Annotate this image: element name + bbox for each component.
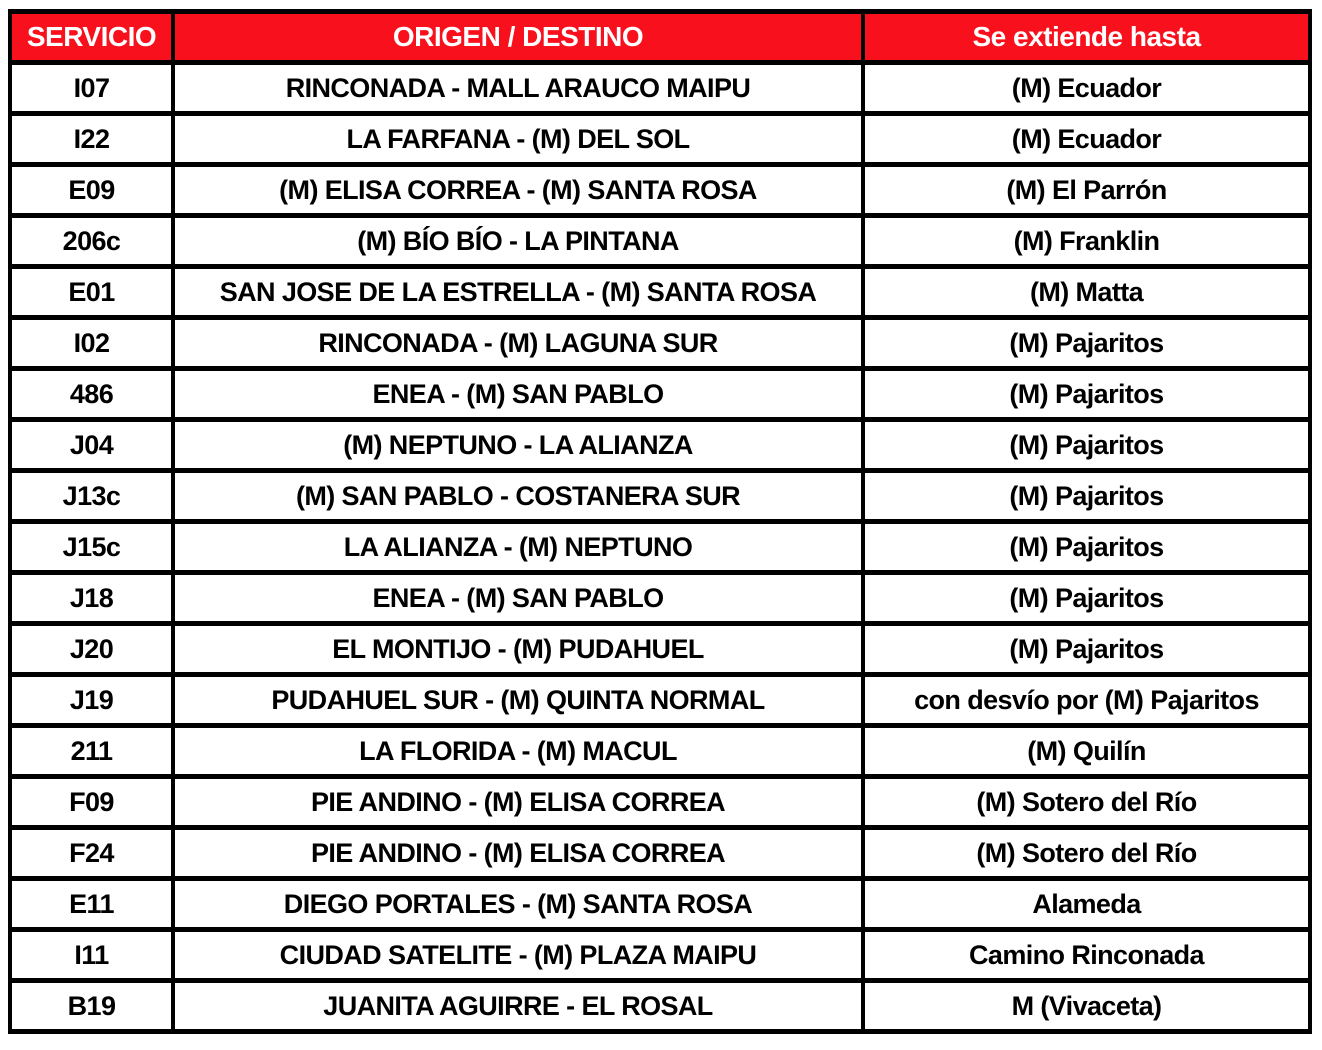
table-row: J15c LA ALIANZA - (M) NEPTUNO (M) Pajarito… <box>8 519 1312 575</box>
table-row: I02 RINCONADA - (M) LAGUNA SUR (M) Pajarit… <box>8 315 1312 371</box>
table-row: E01 SAN JOSE DE LA ESTRELLA - (M) SANTA R… <box>8 264 1312 320</box>
cell-servicio: E11 <box>8 876 175 932</box>
cell-servicio: 486 <box>8 366 175 422</box>
cell-servicio: I07 <box>8 60 175 116</box>
table-row: 206c (M) BÍO BÍO - LA PINTANA (M) Franklin <box>8 213 1312 269</box>
cell-se-extiende-hasta: (M) Ecuador <box>861 60 1312 116</box>
cell-origen-destino: (M) SAN PABLO - COSTANERA SUR <box>171 468 865 524</box>
table-row: J04 (M) NEPTUNO - LA ALIANZA (M) Pajaritos <box>8 417 1312 473</box>
table-row: B19 JUANITA AGUIRRE - EL ROSAL M (Vivaceta… <box>8 978 1312 1034</box>
cell-se-extiende-hasta: (M) Sotero del Río <box>861 825 1312 881</box>
cell-origen-destino: LA ALIANZA - (M) NEPTUNO <box>171 519 865 575</box>
cell-origen-destino: LA FLORIDA - (M) MACUL <box>171 723 865 779</box>
cell-origen-destino: (M) NEPTUNO - LA ALIANZA <box>171 417 865 473</box>
cell-origen-destino: ENEA - (M) SAN PABLO <box>171 570 865 626</box>
table-row: J18 ENEA - (M) SAN PABLO (M) Pajaritos <box>8 570 1312 626</box>
cell-servicio: I02 <box>8 315 175 371</box>
table-row: I07 RINCONADA - MALL ARAUCO MAIPU (M) Ecua… <box>8 60 1312 116</box>
cell-servicio: E09 <box>8 162 175 218</box>
cell-servicio: J19 <box>8 672 175 728</box>
cell-origen-destino: CIUDAD SATELITE - (M) PLAZA MAIPU <box>171 927 865 983</box>
header-cell-se-extiende-hasta: Se extiende hasta <box>861 9 1312 65</box>
cell-servicio: 206c <box>8 213 175 269</box>
cell-se-extiende-hasta: (M) Franklin <box>861 213 1312 269</box>
cell-servicio: J18 <box>8 570 175 626</box>
header-cell-servicio: SERVICIO <box>8 9 175 65</box>
cell-se-extiende-hasta: (M) Pajaritos <box>861 519 1312 575</box>
cell-origen-destino: RINCONADA - MALL ARAUCO MAIPU <box>171 60 865 116</box>
table-row: E11 DIEGO PORTALES - (M) SANTA ROSA Alamed… <box>8 876 1312 932</box>
cell-servicio: I11 <box>8 927 175 983</box>
cell-servicio: J13c <box>8 468 175 524</box>
cell-servicio: J04 <box>8 417 175 473</box>
cell-servicio: E01 <box>8 264 175 320</box>
cell-se-extiende-hasta: (M) El Parrón <box>861 162 1312 218</box>
cell-origen-destino: DIEGO PORTALES - (M) SANTA ROSA <box>171 876 865 932</box>
cell-se-extiende-hasta: (M) Pajaritos <box>861 417 1312 473</box>
cell-se-extiende-hasta: (M) Pajaritos <box>861 366 1312 422</box>
cell-se-extiende-hasta: Alameda <box>861 876 1312 932</box>
table-row: 211 LA FLORIDA - (M) MACUL (M) Quilín <box>8 723 1312 779</box>
cell-se-extiende-hasta: Camino Rinconada <box>861 927 1312 983</box>
cell-se-extiende-hasta: (M) Pajaritos <box>861 621 1312 677</box>
table-row: J20 EL MONTIJO - (M) PUDAHUEL (M) Pajarito… <box>8 621 1312 677</box>
cell-origen-destino: PIE ANDINO - (M) ELISA CORREA <box>171 825 865 881</box>
cell-se-extiende-hasta: (M) Quilín <box>861 723 1312 779</box>
table-row: J19 PUDAHUEL SUR - (M) QUINTA NORMAL con d… <box>8 672 1312 728</box>
cell-origen-destino: PUDAHUEL SUR - (M) QUINTA NORMAL <box>171 672 865 728</box>
table-body: I07 RINCONADA - MALL ARAUCO MAIPU (M) Ecua… <box>8 60 1312 1034</box>
header-cell-origen-destino: ORIGEN / DESTINO <box>171 9 865 65</box>
cell-origen-destino: EL MONTIJO - (M) PUDAHUEL <box>171 621 865 677</box>
cell-servicio: F09 <box>8 774 175 830</box>
cell-origen-destino: PIE ANDINO - (M) ELISA CORREA <box>171 774 865 830</box>
cell-se-extiende-hasta: (M) Pajaritos <box>861 570 1312 626</box>
table-row: F09 PIE ANDINO - (M) ELISA CORREA (M) Sote… <box>8 774 1312 830</box>
cell-se-extiende-hasta: con desvío por (M) Pajaritos <box>861 672 1312 728</box>
cell-origen-destino: LA FARFANA - (M) DEL SOL <box>171 111 865 167</box>
cell-se-extiende-hasta: (M) Sotero del Río <box>861 774 1312 830</box>
table-row: I22 LA FARFANA - (M) DEL SOL (M) Ecuador <box>8 111 1312 167</box>
cell-se-extiende-hasta: (M) Matta <box>861 264 1312 320</box>
cell-origen-destino: JUANITA AGUIRRE - EL ROSAL <box>171 978 865 1034</box>
table-row: I11 CIUDAD SATELITE - (M) PLAZA MAIPU Cami… <box>8 927 1312 983</box>
table-row: 486 ENEA - (M) SAN PABLO (M) Pajaritos <box>8 366 1312 422</box>
table-row: J13c (M) SAN PABLO - COSTANERA SUR (M) Paj… <box>8 468 1312 524</box>
table-row: F24 PIE ANDINO - (M) ELISA CORREA (M) Sote… <box>8 825 1312 881</box>
cell-se-extiende-hasta: M (Vivaceta) <box>861 978 1312 1034</box>
cell-origen-destino: (M) ELISA CORREA - (M) SANTA ROSA <box>171 162 865 218</box>
cell-se-extiende-hasta: (M) Pajaritos <box>861 468 1312 524</box>
service-extension-table: SERVICIO ORIGEN / DESTINO Se extiende ha… <box>8 9 1312 1034</box>
cell-servicio: J15c <box>8 519 175 575</box>
cell-origen-destino: SAN JOSE DE LA ESTRELLA - (M) SANTA ROSA <box>171 264 865 320</box>
table-row: E09 (M) ELISA CORREA - (M) SANTA ROSA (M) … <box>8 162 1312 218</box>
header-row: SERVICIO ORIGEN / DESTINO Se extiende ha… <box>8 9 1312 65</box>
cell-se-extiende-hasta: (M) Pajaritos <box>861 315 1312 371</box>
cell-origen-destino: ENEA - (M) SAN PABLO <box>171 366 865 422</box>
cell-servicio: B19 <box>8 978 175 1034</box>
cell-origen-destino: RINCONADA - (M) LAGUNA SUR <box>171 315 865 371</box>
cell-servicio: J20 <box>8 621 175 677</box>
cell-servicio: 211 <box>8 723 175 779</box>
cell-servicio: F24 <box>8 825 175 881</box>
cell-se-extiende-hasta: (M) Ecuador <box>861 111 1312 167</box>
cell-origen-destino: (M) BÍO BÍO - LA PINTANA <box>171 213 865 269</box>
cell-servicio: I22 <box>8 111 175 167</box>
